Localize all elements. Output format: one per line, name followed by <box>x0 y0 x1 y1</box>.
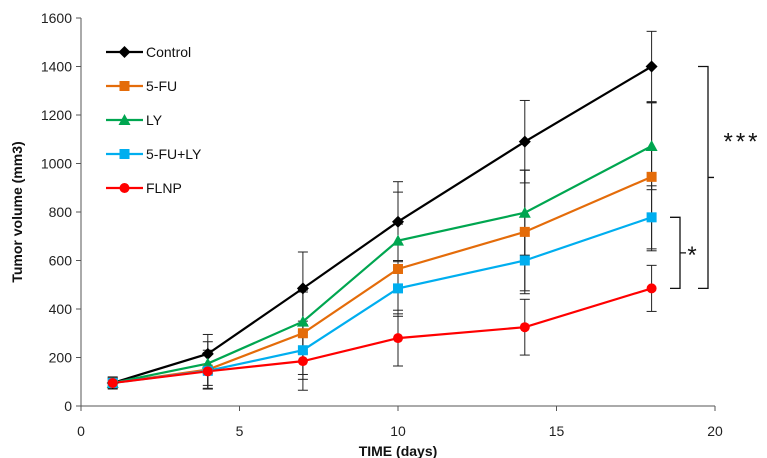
diamond-marker <box>201 347 214 360</box>
square-marker <box>393 263 403 274</box>
triangle-marker <box>392 234 404 246</box>
y-tick-label: 1400 <box>41 59 72 75</box>
x-tick-label: 20 <box>707 423 723 439</box>
significance-annotations: **** <box>670 65 760 290</box>
circle-marker <box>393 333 403 344</box>
y-axis-title: Tumor volume (mm3) <box>9 141 25 282</box>
x-tick-label: 0 <box>77 423 85 439</box>
x-ticks: 0 5 10 15 20 <box>77 406 723 439</box>
series-line <box>112 287 652 385</box>
square-marker <box>119 81 130 91</box>
circle-marker <box>202 366 213 377</box>
y-tick-label: 600 <box>49 253 73 269</box>
square-marker <box>519 226 530 237</box>
circle-marker <box>519 322 530 333</box>
square-marker <box>646 171 657 182</box>
legend-label: 5-FU+LY <box>146 146 202 162</box>
x-axis-title: TIME (days) <box>359 443 438 458</box>
diamond-marker <box>645 60 658 73</box>
legend-label: Control <box>146 44 191 60</box>
circle-marker <box>119 183 130 193</box>
significance-label: *** <box>723 128 760 155</box>
y-tick-label: 400 <box>49 301 73 317</box>
y-tick-label: 0 <box>64 398 72 414</box>
legend-label: FLNP <box>146 180 182 196</box>
series-markers <box>106 60 658 389</box>
y-tick-label: 200 <box>49 350 73 366</box>
y-tick-label: 1200 <box>41 107 72 123</box>
x-tick-label: 10 <box>390 423 406 439</box>
series-line <box>112 175 653 385</box>
y-axis: 0 200 400 600 800 1000 1200 1400 1600 <box>41 10 82 414</box>
square-marker <box>519 255 530 266</box>
circle-marker <box>646 283 657 294</box>
diamond-marker <box>518 135 531 148</box>
legend: Control 5-FU LY 5-FU+LY FLNP <box>106 44 202 196</box>
triangle-marker <box>201 357 214 369</box>
significance-label: * <box>687 242 696 269</box>
square-marker <box>297 328 308 339</box>
series-line <box>112 65 653 385</box>
diamond-marker <box>118 46 131 58</box>
square-marker <box>393 283 403 294</box>
y-tick-label: 1600 <box>41 10 72 26</box>
x-axis: 0 5 10 15 20 <box>77 405 723 439</box>
diamond-marker <box>296 282 309 295</box>
significance-bracket <box>670 216 686 290</box>
diamond-marker <box>392 215 404 228</box>
circle-marker <box>297 356 308 367</box>
triangle-marker <box>518 206 531 218</box>
triangle-marker <box>645 140 658 152</box>
significance-bracket <box>698 65 714 290</box>
series-lines <box>112 65 653 385</box>
triangle-marker <box>296 315 309 327</box>
y-tick-label: 800 <box>49 204 73 220</box>
circle-marker <box>107 377 118 388</box>
series-line <box>112 145 653 385</box>
y-ticks: 0 200 400 600 800 1000 1200 1400 1600 <box>41 10 81 414</box>
y-tick-label: 1000 <box>41 156 72 172</box>
triangle-marker <box>118 114 131 125</box>
square-marker <box>646 212 657 223</box>
square-marker <box>297 345 308 356</box>
x-tick-label: 5 <box>236 423 244 439</box>
legend-label: LY <box>146 112 163 128</box>
x-tick-label: 15 <box>549 423 565 439</box>
legend-label: 5-FU <box>146 78 177 94</box>
square-marker <box>119 149 130 159</box>
